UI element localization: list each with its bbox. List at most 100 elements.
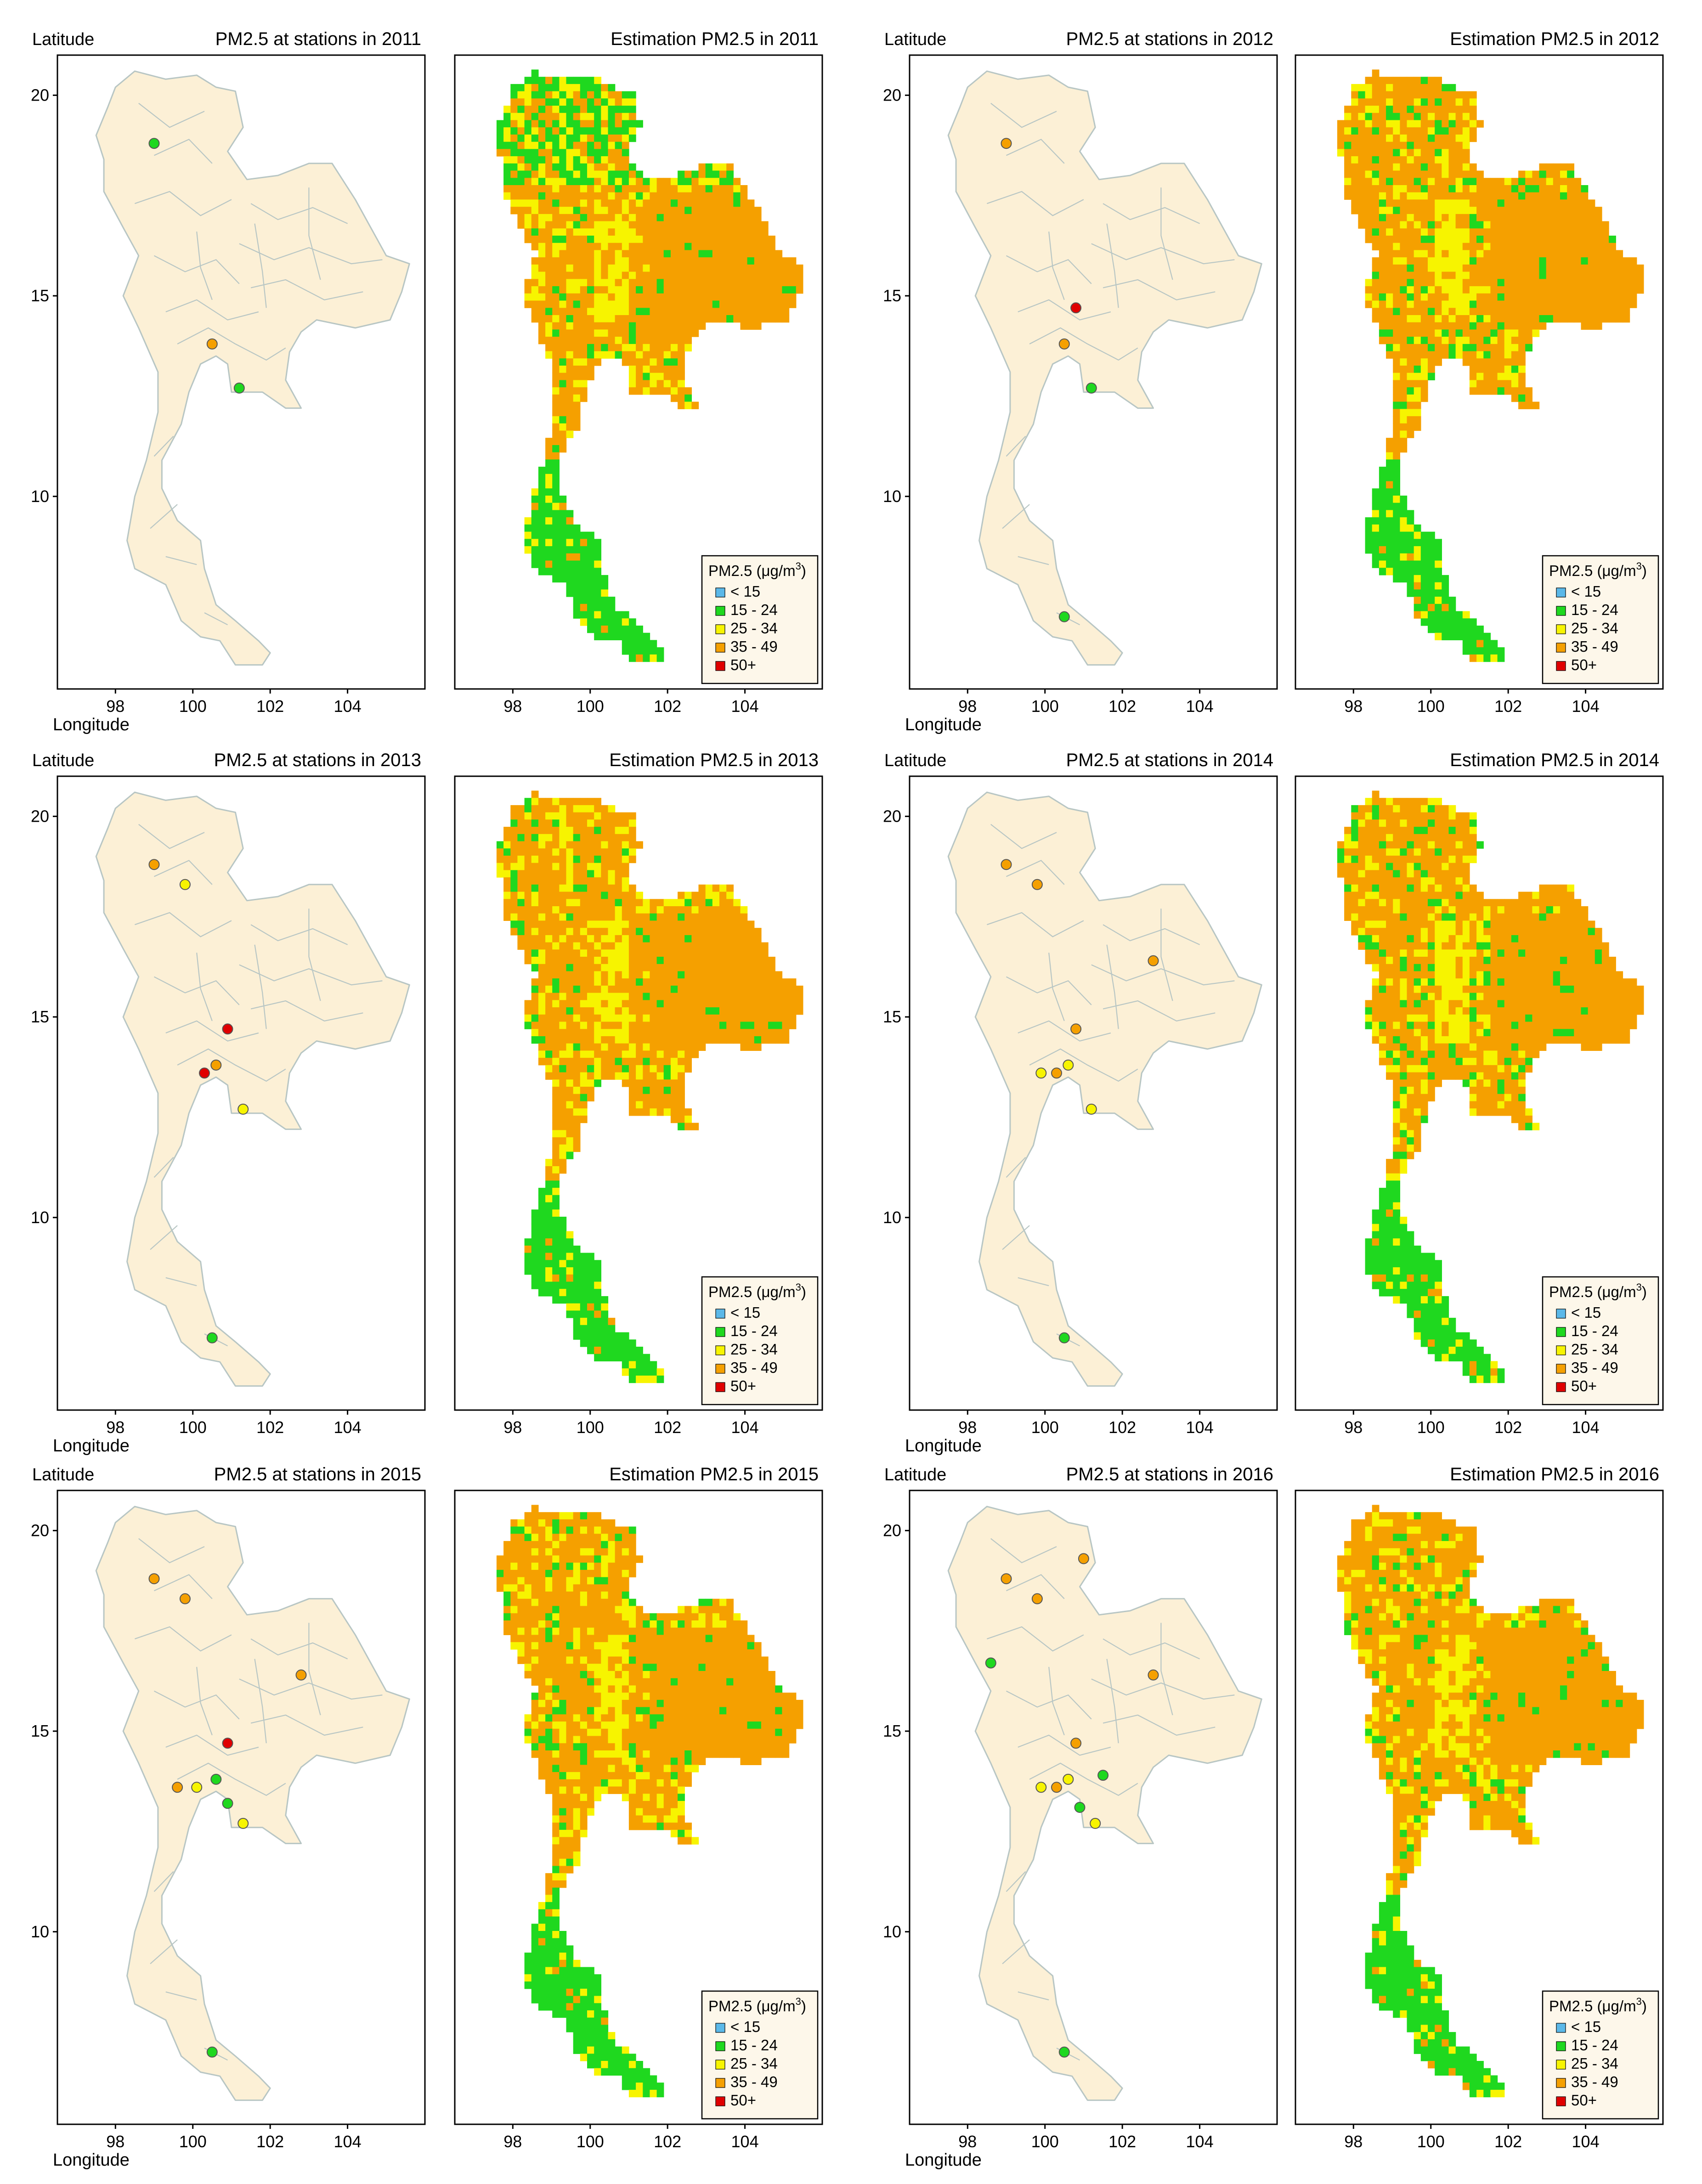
raster-cell — [545, 986, 553, 993]
raster-cell — [1344, 171, 1351, 178]
raster-cell — [1365, 870, 1373, 877]
raster-cell — [525, 1260, 532, 1267]
raster-cell — [1414, 798, 1421, 805]
legend-title: PM2.5 (μg/m3) — [1549, 560, 1647, 579]
raster-cell — [594, 841, 601, 849]
raster-cell — [1539, 293, 1547, 301]
raster-cell — [559, 250, 566, 258]
raster-cell — [622, 351, 629, 359]
raster-cell — [545, 438, 553, 445]
raster-cell — [566, 265, 574, 272]
raster-cell — [1393, 84, 1400, 91]
raster-cell — [559, 1296, 566, 1304]
raster-cell — [1463, 301, 1470, 308]
raster-cell — [629, 113, 636, 120]
raster-cell — [587, 1289, 594, 1296]
raster-cell — [1518, 178, 1526, 185]
raster-cell — [573, 344, 581, 351]
raster-cell — [1498, 380, 1505, 388]
raster-cell — [594, 272, 601, 279]
raster-cell — [615, 899, 622, 906]
raster-cell — [1400, 920, 1407, 928]
raster-cell — [545, 84, 553, 91]
raster-cell — [552, 1065, 560, 1072]
raster-cell — [1372, 546, 1380, 553]
lat-tick-label: 15 — [883, 1007, 901, 1026]
raster-cell — [636, 199, 643, 207]
raster-cell — [699, 942, 706, 950]
raster-cell — [1372, 942, 1380, 950]
raster-cell — [650, 322, 657, 330]
raster-cell — [545, 481, 553, 489]
longitude-label: Longitude — [905, 1436, 982, 1456]
raster-cell — [552, 841, 560, 849]
raster-cell — [566, 185, 574, 192]
raster-cell — [1428, 120, 1435, 128]
raster-cell — [1400, 813, 1407, 820]
raster-cell — [573, 539, 581, 546]
raster-cell — [1421, 308, 1428, 315]
raster-cell — [1490, 207, 1498, 214]
raster-cell — [1407, 322, 1414, 330]
raster-cell — [587, 1318, 594, 1325]
raster-cell — [622, 106, 629, 113]
raster-cell — [1442, 877, 1449, 885]
raster-cell — [1560, 192, 1567, 200]
raster-cell — [1546, 935, 1554, 942]
raster-cell — [580, 1036, 588, 1044]
raster-cell — [566, 84, 574, 91]
raster-cell — [580, 178, 588, 185]
raster-cell — [657, 1050, 664, 1058]
raster-cell — [1344, 178, 1351, 185]
raster-cell — [594, 942, 601, 950]
raster-cell — [754, 957, 762, 964]
raster-cell — [601, 344, 608, 351]
raster-cell — [741, 1000, 748, 1007]
raster-cell — [608, 1318, 616, 1325]
raster-cell — [1470, 199, 1477, 207]
raster-cell — [615, 257, 622, 265]
raster-cell — [566, 409, 574, 416]
raster-cell — [1400, 113, 1407, 120]
station-marker — [149, 138, 159, 148]
raster-cell — [1393, 575, 1400, 582]
raster-cell — [1351, 178, 1358, 185]
raster-cell — [601, 633, 608, 640]
raster-cell — [1400, 135, 1407, 142]
raster-cell — [608, 914, 616, 921]
raster-cell — [1463, 272, 1470, 279]
raster-cell — [615, 221, 622, 229]
raster-cell — [664, 185, 671, 192]
raster-cell — [1637, 272, 1644, 279]
raster-cell — [1421, 575, 1428, 582]
raster-cell — [1351, 892, 1358, 899]
raster-cell — [650, 214, 657, 221]
raster-cell — [1393, 301, 1400, 308]
raster-cell — [510, 841, 518, 849]
raster-cell — [559, 1022, 566, 1029]
raster-cell — [1532, 914, 1539, 921]
raster-cell — [699, 214, 706, 221]
raster-cell — [629, 106, 636, 113]
raster-cell — [1379, 481, 1386, 489]
raster-cell — [1358, 819, 1365, 827]
raster-cell — [684, 329, 692, 337]
raster-cell — [538, 841, 546, 849]
raster-cell — [552, 199, 560, 207]
raster-cell — [699, 1000, 706, 1007]
raster-cell — [643, 1065, 650, 1072]
raster-cell — [1456, 877, 1463, 885]
raster-cell — [594, 986, 601, 993]
raster-cell — [1435, 856, 1442, 863]
raster-cell — [1532, 250, 1539, 258]
raster-cell — [1442, 178, 1449, 185]
raster-cell — [545, 106, 553, 113]
raster-cell — [678, 1015, 685, 1022]
raster-cell — [657, 1058, 664, 1065]
raster-cell — [706, 272, 713, 279]
raster-cell — [1400, 301, 1407, 308]
raster-cell — [566, 149, 574, 156]
raster-cell — [559, 91, 566, 99]
raster-cell — [1428, 813, 1435, 820]
raster-cell — [712, 272, 720, 279]
